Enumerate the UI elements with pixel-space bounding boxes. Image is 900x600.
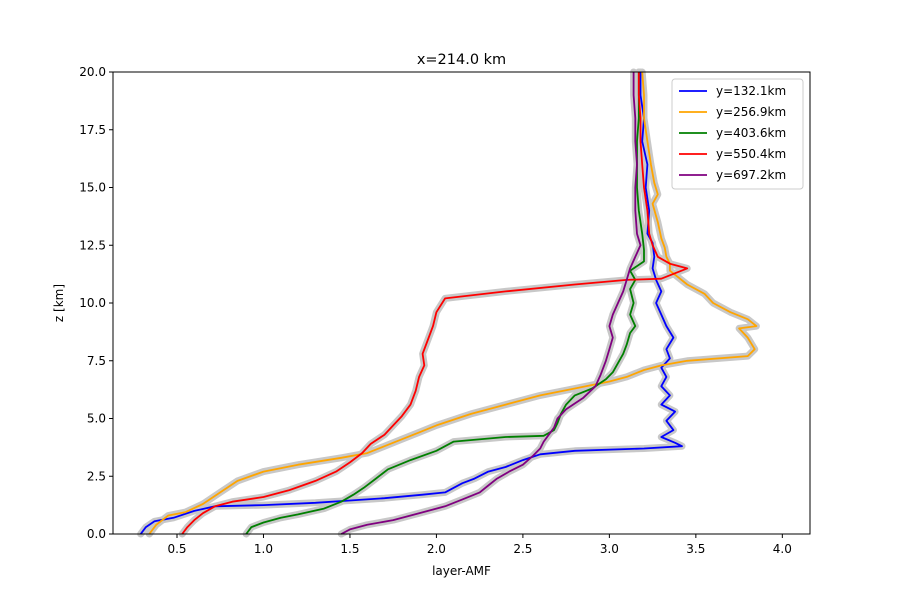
legend-label-2: y=403.6km [716, 126, 786, 140]
y-tick-label: 17.5 [79, 123, 106, 137]
x-tick-label: 3.0 [600, 542, 619, 556]
series-line-1 [148, 71, 758, 535]
legend-label-1: y=256.9km [716, 105, 786, 119]
x-tick-label: 4.0 [773, 542, 792, 556]
legend-box [671, 78, 804, 190]
y-tick-label: 20.0 [79, 65, 106, 79]
x-axis-label: layer-AMF [432, 564, 491, 578]
x-tick-label: 0.5 [167, 542, 186, 556]
y-tick-label: 0.0 [87, 527, 106, 541]
y-tick-label: 7.5 [87, 354, 106, 368]
series-line-2 [245, 72, 645, 535]
x-tick-label: 1.5 [340, 542, 359, 556]
y-tick-label: 5.0 [87, 412, 106, 426]
legend-label-3: y=550.4km [716, 147, 786, 161]
y-tick-label: 2.5 [87, 469, 106, 483]
legend-label-0: y=132.1km [716, 84, 786, 98]
y-axis-label: z [km] [52, 284, 66, 322]
x-tick-label: 3.5 [686, 542, 705, 556]
x-tick-label: 2.5 [513, 542, 532, 556]
legend: y=132.1km y=256.9km y=403.6km y=550.4km y=69… [671, 78, 804, 190]
legend-label-4: y=697.2km [716, 168, 786, 182]
series-line-3 [181, 72, 689, 535]
x-tick-label: 2.0 [427, 542, 446, 556]
chart-title: x=214.0 km [417, 52, 506, 68]
x-axis-ticks: 0.5 1.0 1.5 2.0 2.5 3.0 3.5 4.0 [167, 534, 792, 556]
series-lines [139, 71, 758, 535]
series-line-4 [340, 72, 642, 535]
y-tick-label: 10.0 [79, 296, 106, 310]
y-tick-label: 12.5 [79, 238, 106, 252]
x-tick-label: 1.0 [254, 542, 273, 556]
y-axis-ticks: 0.0 2.5 5.0 7.5 10.0 12.5 15.0 17.5 20.0 [79, 65, 113, 541]
y-tick-label: 15.0 [79, 181, 106, 195]
